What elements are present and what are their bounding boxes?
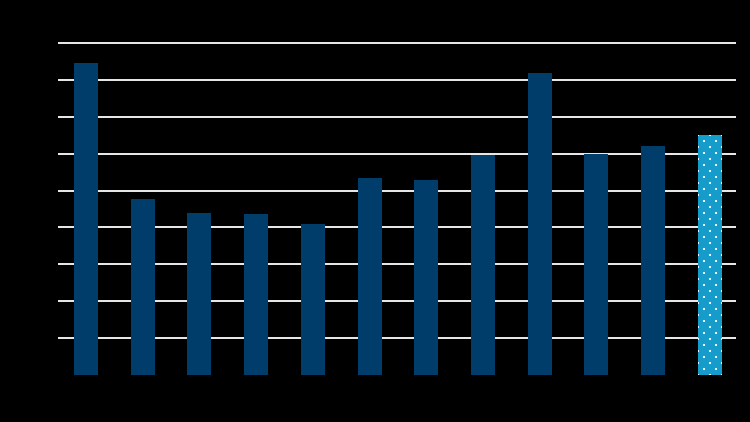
bar <box>187 213 211 375</box>
bar <box>74 62 98 375</box>
bar <box>584 154 608 375</box>
gridline <box>58 152 736 155</box>
gridline <box>58 226 736 229</box>
gridline <box>58 78 736 81</box>
bar-highlighted <box>698 135 722 375</box>
bar <box>131 199 155 375</box>
gridline <box>58 300 736 303</box>
gridline <box>58 42 736 44</box>
bar <box>301 224 325 375</box>
bar <box>414 180 438 375</box>
gridline <box>58 263 736 266</box>
bar <box>471 155 495 375</box>
bar <box>358 178 382 375</box>
gridline <box>58 115 736 118</box>
bar <box>641 145 665 375</box>
gridline <box>58 189 736 192</box>
bar <box>244 214 268 375</box>
bar <box>528 73 552 375</box>
gridline <box>58 337 736 340</box>
